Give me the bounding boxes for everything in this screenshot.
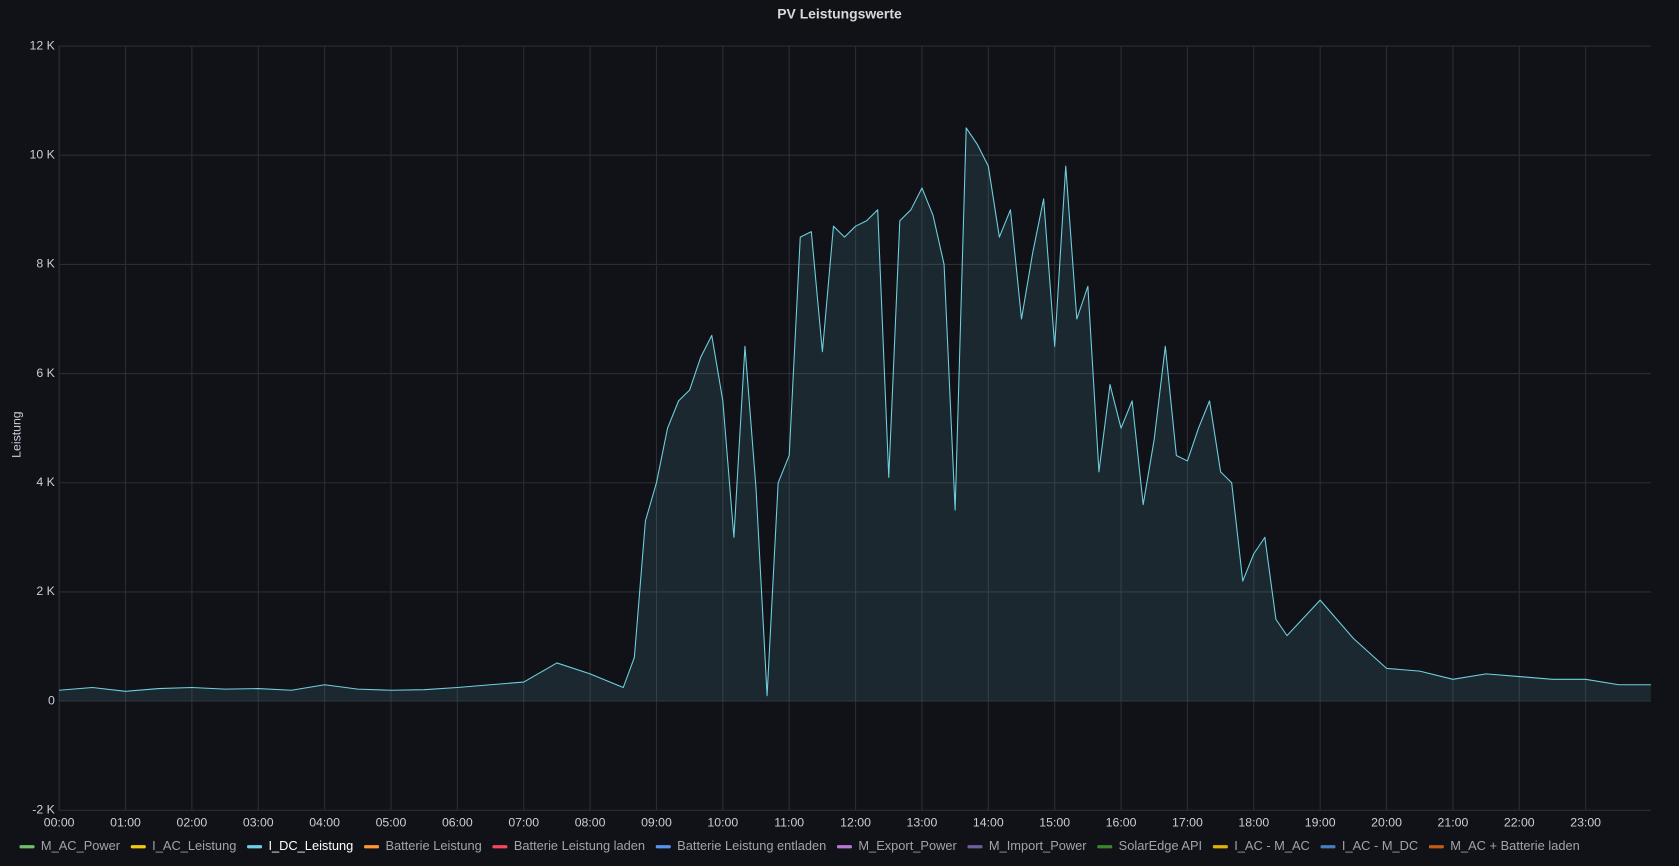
y-tick-label: -2 K (32, 803, 55, 817)
legend-label: I_AC_Leistung (152, 838, 236, 853)
x-tick-label: 16:00 (1106, 815, 1137, 829)
legend-swatch (247, 845, 263, 849)
legend-label: Batterie Leistung (385, 838, 481, 853)
chart-title: PV Leistungswerte (777, 6, 902, 22)
legend-label: I_AC - M_AC (1234, 838, 1310, 853)
legend-swatch (492, 845, 508, 849)
legend: M_AC_Power I_AC_Leistung I_DC_Leistung Batt… (19, 838, 1580, 853)
legend-label: M_Export_Power (858, 838, 957, 853)
x-tick-label: 21:00 (1438, 815, 1469, 829)
legend-label: M_AC + Batterie laden (1450, 838, 1579, 853)
y-tick-label: 6 K (36, 366, 55, 380)
x-tick-label: 11:00 (774, 815, 804, 829)
x-tick-label: 20:00 (1371, 815, 1402, 829)
series-line (59, 127, 1651, 697)
x-tick-label: 18:00 (1238, 815, 1269, 829)
x-tick-label: 15:00 (1039, 815, 1070, 829)
x-tick-label: 07:00 (508, 815, 539, 829)
x-tick-label: 02:00 (176, 815, 207, 829)
legend-label: I_DC_Leistung (268, 838, 353, 853)
x-tick-label: 05:00 (376, 815, 407, 829)
y-tick-label: 12 K (30, 38, 56, 52)
x-tick-label: 14:00 (973, 815, 1004, 829)
legend-swatch (1212, 845, 1228, 849)
legend-label: I_AC - M_DC (1342, 838, 1418, 853)
x-tick-label: 10:00 (707, 815, 738, 829)
legend-swatch (1428, 845, 1444, 849)
x-tick-label: 22:00 (1504, 815, 1535, 829)
x-tick-label: 08:00 (575, 815, 606, 829)
legend-label: SolarEdge API (1119, 838, 1202, 853)
x-tick-label: 09:00 (641, 815, 672, 829)
y-axis-label: Leistung (10, 411, 24, 458)
y-tick-label: 2 K (36, 584, 55, 598)
x-tick-label: 12:00 (840, 815, 871, 829)
x-tick-label: 00:00 (44, 815, 75, 829)
legend-swatch (1320, 845, 1336, 849)
legend-swatch (1097, 845, 1113, 849)
x-tick-label: 17:00 (1172, 815, 1203, 829)
series-area (59, 127, 1651, 702)
y-tick-label: 0 (48, 693, 55, 707)
legend-swatch (655, 845, 671, 849)
legend-swatch (836, 845, 852, 849)
legend-swatch (19, 845, 35, 849)
y-tick-label: 4 K (36, 475, 55, 489)
x-tick-label: 13:00 (907, 815, 938, 829)
legend-swatch (364, 845, 380, 849)
x-tick-label: 06:00 (442, 815, 473, 829)
y-tick-label: 10 K (30, 147, 56, 161)
x-tick-label: 23:00 (1570, 815, 1601, 829)
legend-label: M_Import_Power (989, 838, 1087, 853)
legend-label: Batterie Leistung entladen (677, 838, 826, 853)
y-tick-label: 8 K (36, 257, 55, 271)
legend-swatch (967, 845, 983, 849)
legend-label: Batterie Leistung laden (514, 838, 645, 853)
x-tick-label: 03:00 (243, 815, 274, 829)
x-tick-label: 04:00 (309, 815, 340, 829)
legend-label: M_AC_Power (41, 838, 121, 853)
x-tick-label: 01:00 (110, 815, 141, 829)
legend-swatch (130, 845, 146, 849)
x-tick-label: 19:00 (1305, 815, 1336, 829)
